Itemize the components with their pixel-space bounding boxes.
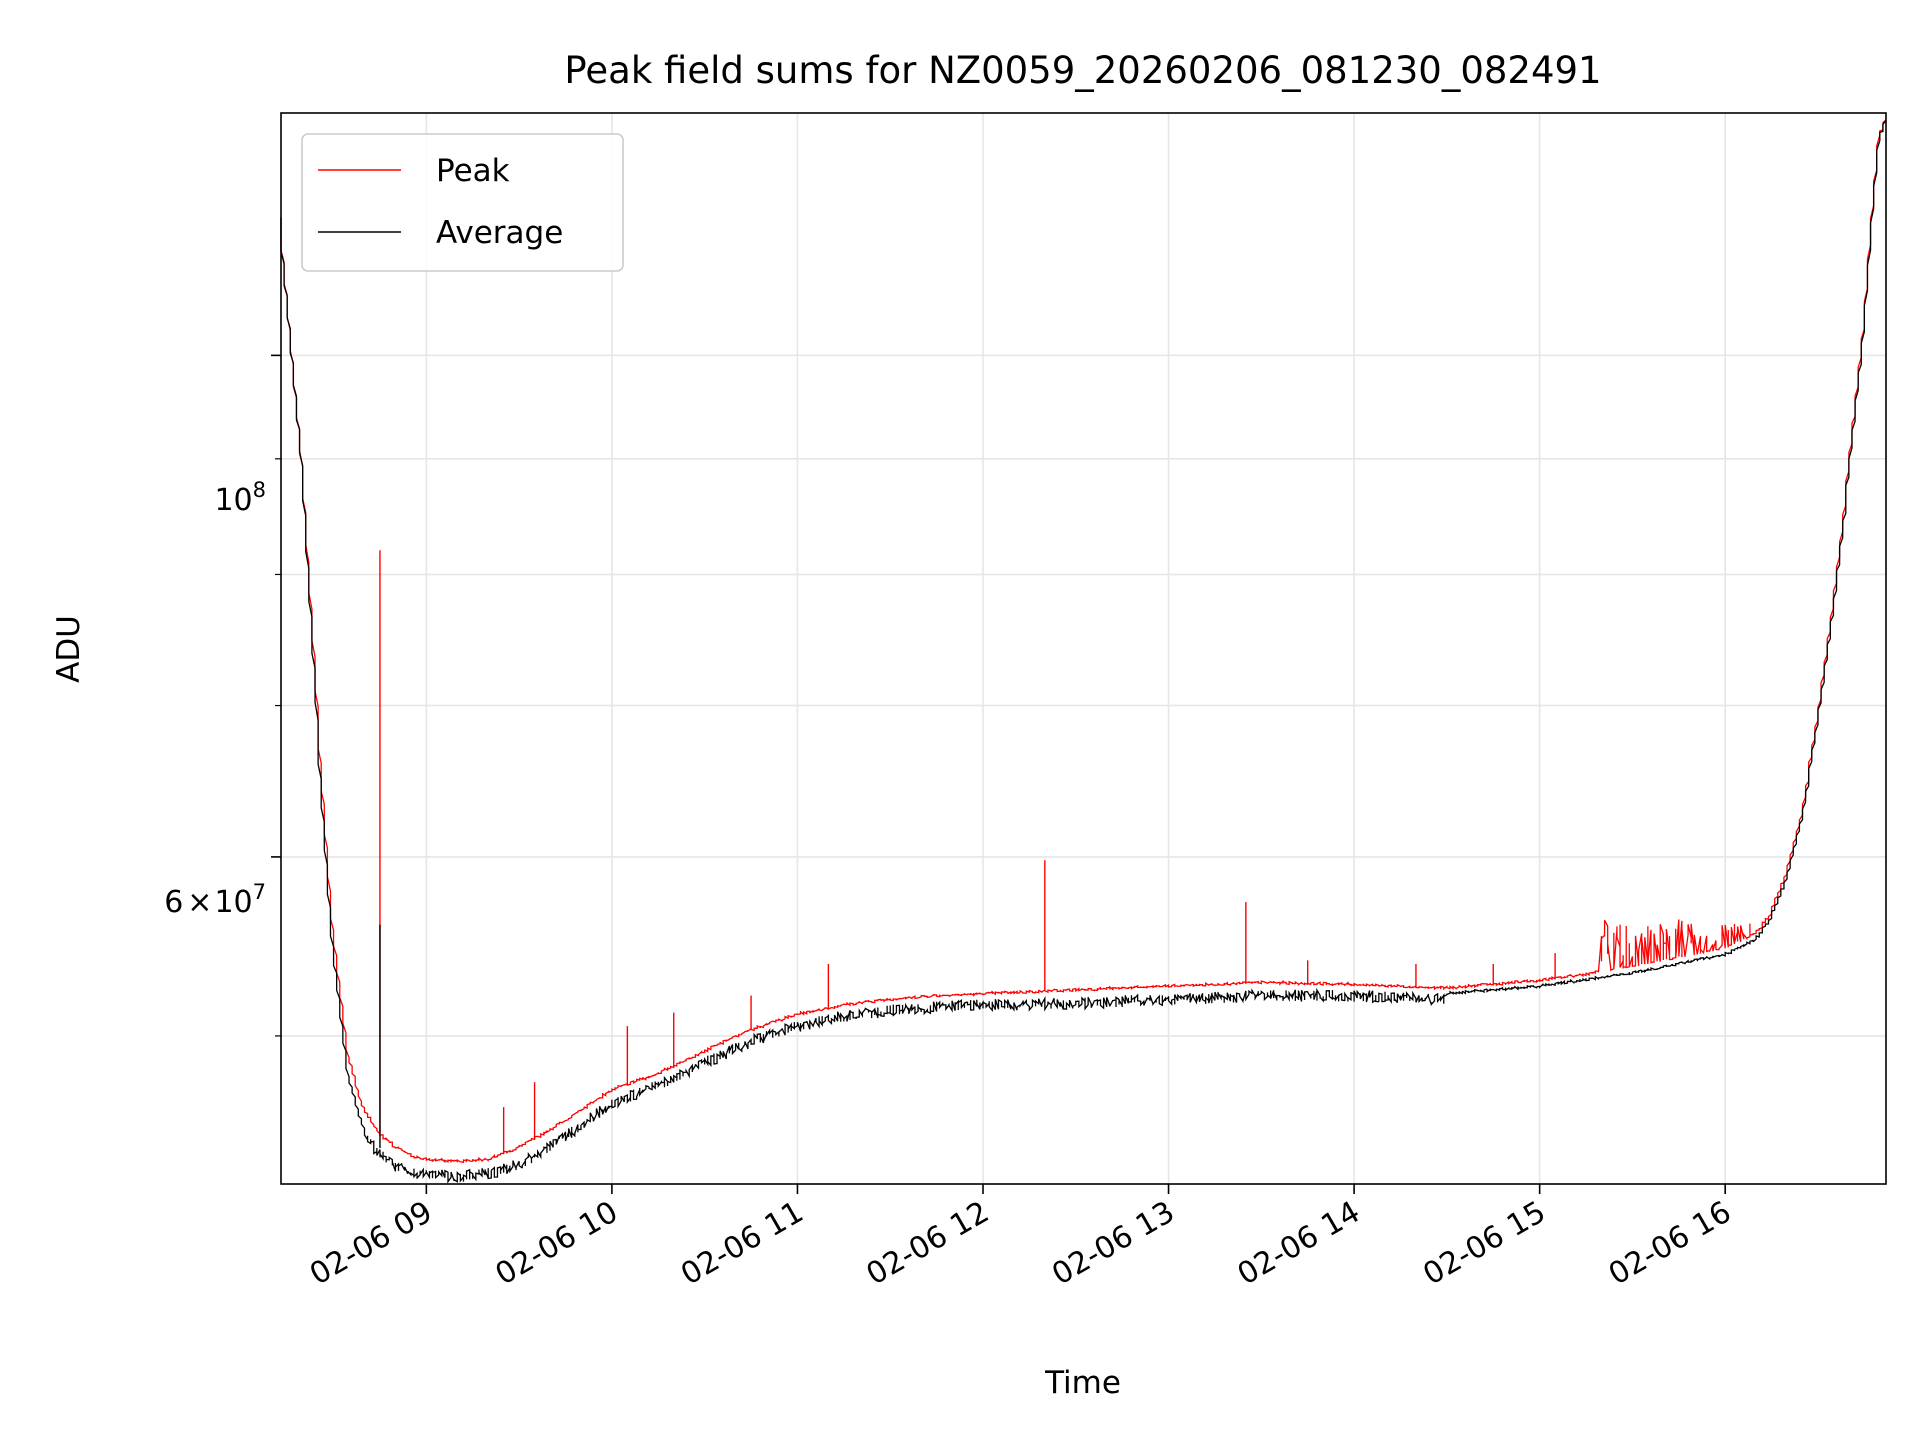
legend: Peak Average: [301, 133, 624, 272]
chart-title: Peak field sums for NZ0059_20260206_0812…: [564, 49, 1601, 92]
y-tick-label-6e7: 6 ×107: [164, 880, 266, 920]
x-tick-label-0: 02-06 09: [304, 1195, 438, 1293]
x-tick-label-7: 02-06 16: [1603, 1195, 1737, 1293]
x-tick-label-4: 02-06 13: [1046, 1195, 1180, 1293]
series-layer: [280, 119, 1887, 1184]
y-axis-ticks: 108 6 ×107: [164, 354, 281, 1037]
series-line-peak: [280, 119, 1887, 1164]
x-tick-label-6: 02-06 15: [1417, 1195, 1551, 1293]
x-axis-ticks: 02-06 09 02-06 10 02-06 11 02-06 12 02-06 13…: [304, 1184, 1737, 1292]
x-axis-label: Time: [1044, 1365, 1121, 1401]
y-axis-label: ADU: [51, 615, 87, 683]
axes-frame: [280, 112, 1887, 1185]
series-line-average: [280, 119, 1887, 1184]
x-tick-label-1: 02-06 10: [490, 1195, 624, 1293]
x-tick-label-3: 02-06 12: [861, 1195, 995, 1293]
x-tick-label-2: 02-06 11: [675, 1195, 809, 1293]
y-tick-label-1e8: 108: [214, 478, 266, 518]
legend-label-average: Average: [436, 215, 563, 251]
grid-lines: [281, 113, 1886, 1184]
legend-box: [301, 133, 624, 272]
spike-marks: [379, 550, 1556, 1154]
x-tick-label-5: 02-06 14: [1232, 1195, 1366, 1293]
legend-label-peak: Peak: [436, 153, 510, 189]
